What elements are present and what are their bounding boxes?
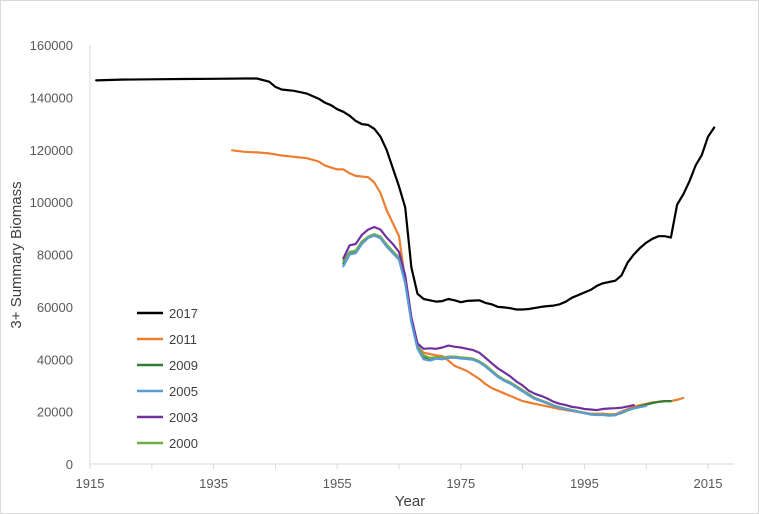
- axes: [89, 45, 734, 465]
- x-tick-label: 1955: [323, 476, 352, 491]
- series-line-2005: [342, 234, 648, 417]
- x-tick-label: 2015: [694, 476, 723, 491]
- y-axis-title: 3+ Summary Biomass: [8, 181, 25, 328]
- series-line-2003: [342, 225, 635, 412]
- legend-label-2017: 2017: [169, 306, 198, 321]
- x-tick-label: 1995: [570, 476, 599, 491]
- legend-label-2003: 2003: [169, 410, 198, 425]
- x-axis-ticks: 1915 1935 1955 1975 1995 2015: [76, 464, 723, 491]
- y-tick-label: 20000: [37, 405, 73, 420]
- x-tick-label: 1935: [199, 476, 228, 491]
- y-tick-label: 160000: [30, 38, 73, 53]
- y-tick-label: 120000: [30, 143, 73, 158]
- legend-label-2000: 2000: [169, 436, 198, 451]
- series-line-2000: [342, 233, 617, 417]
- x-tick-label: 1915: [76, 476, 105, 491]
- y-tick-label: 0: [66, 457, 73, 472]
- y-tick-label: 60000: [37, 300, 73, 315]
- series-lines: [95, 77, 716, 417]
- x-tick-label: 1975: [446, 476, 475, 491]
- legend: 2017 2011 2009 2005 2003 2000: [137, 306, 198, 451]
- legend-label-2005: 2005: [169, 384, 198, 399]
- series-line-2011: [231, 149, 685, 416]
- legend-label-2011: 2011: [169, 332, 197, 347]
- x-axis-title: Year: [395, 493, 425, 510]
- series-line-2017: [95, 77, 716, 311]
- legend-label-2009: 2009: [169, 358, 198, 373]
- y-tick-label: 40000: [37, 352, 73, 367]
- y-tick-label: 80000: [37, 248, 73, 263]
- series-line-2009: [342, 233, 672, 417]
- y-axis-ticks: 0 20000 40000 60000 80000 100000 120000 140000 1…: [30, 38, 73, 472]
- y-tick-label: 100000: [30, 195, 73, 210]
- y-tick-label: 140000: [30, 90, 73, 105]
